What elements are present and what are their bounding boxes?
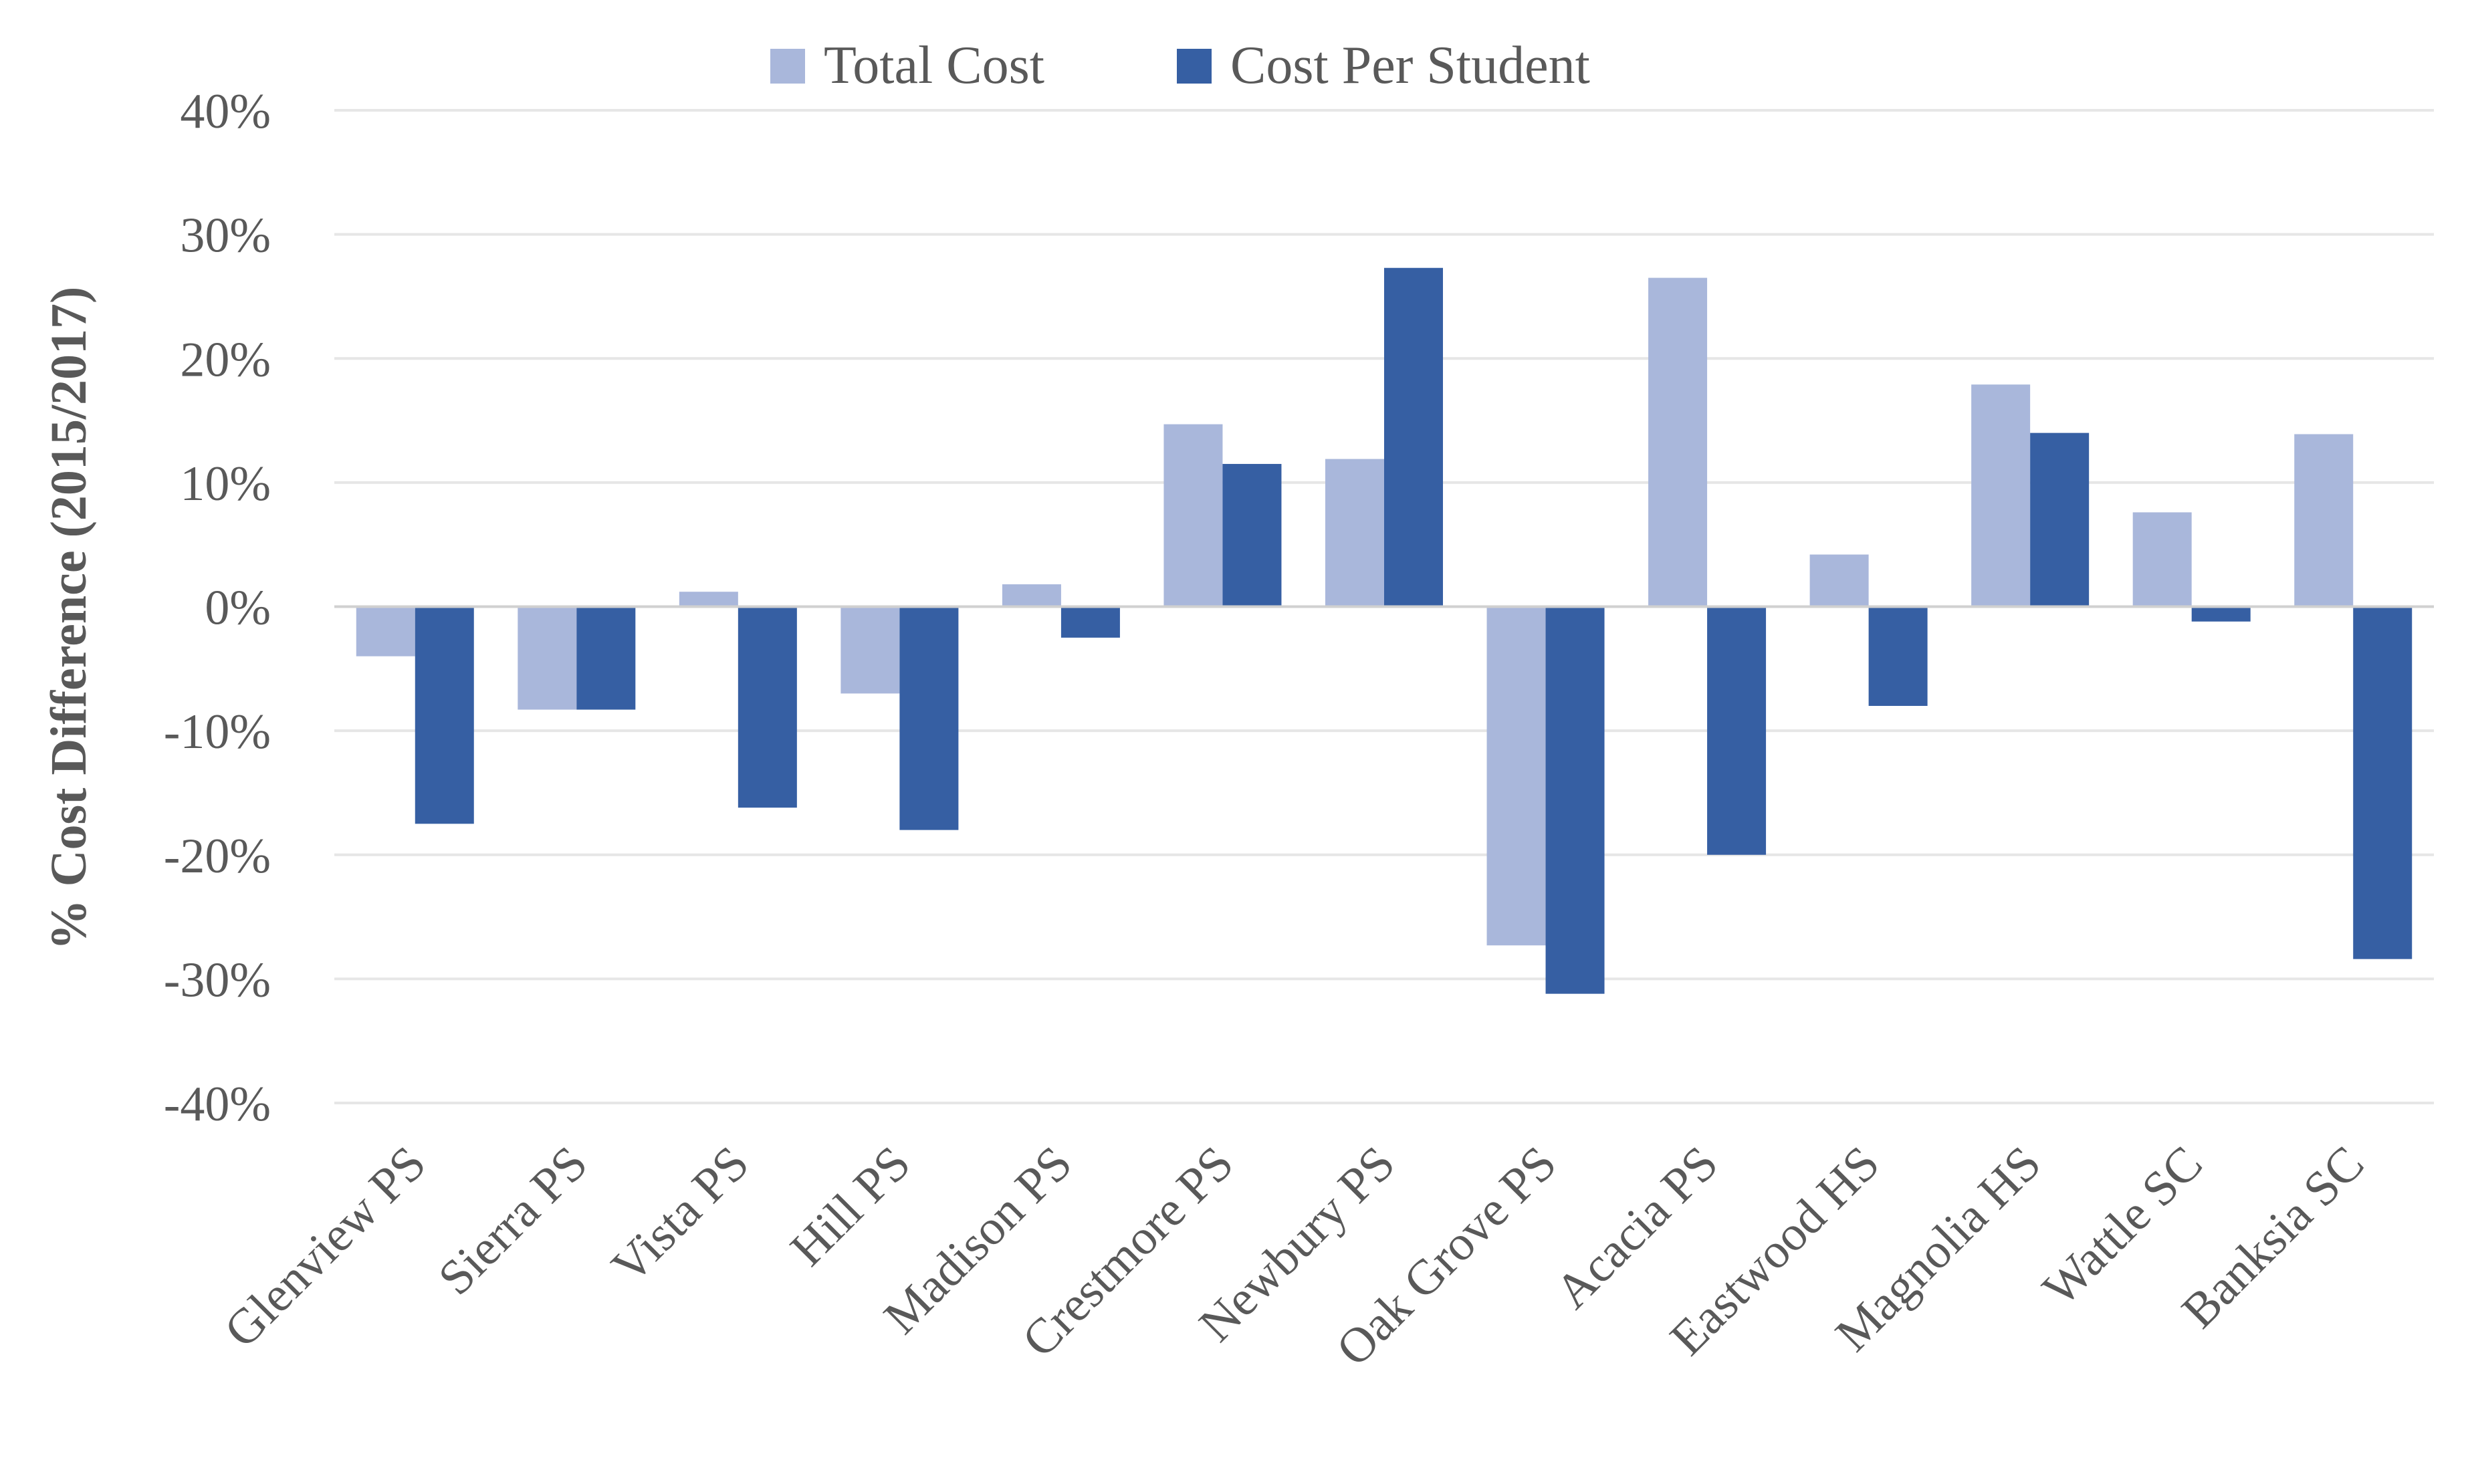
bar-total-cost xyxy=(356,606,415,656)
x-tick-label: Sierra PS xyxy=(428,1136,598,1306)
bar-total-cost xyxy=(1486,606,1546,946)
bar-cost-per-student xyxy=(1222,464,1282,607)
bar-cost-per-student xyxy=(1060,606,1120,638)
y-tick-label: -10% xyxy=(164,705,271,759)
bar-cost-per-student xyxy=(1384,267,1443,607)
legend-label: Cost Per Student xyxy=(1230,36,1590,95)
y-tick-label: -30% xyxy=(164,953,271,1007)
bar-total-cost xyxy=(2294,434,2354,607)
bar-cost-per-student xyxy=(2030,432,2090,607)
legend: Total Cost Cost Per Student xyxy=(770,36,1590,95)
y-axis-label: % Cost Difference (2015/2017) xyxy=(41,287,97,951)
bar-total-cost xyxy=(1325,459,1384,607)
legend-swatch xyxy=(770,49,805,84)
y-tick-label: 20% xyxy=(180,332,271,387)
legend-label: Total Cost xyxy=(824,36,1044,95)
bar-cost-per-student xyxy=(1707,606,1767,855)
bar-total-cost xyxy=(2132,512,2192,607)
bar-cost-per-student xyxy=(415,606,474,824)
bar-cost-per-student xyxy=(2191,606,2251,622)
x-tick-label: Hill PS xyxy=(780,1136,921,1277)
bar-cost-per-student xyxy=(899,606,959,830)
bar-cost-per-student xyxy=(1868,606,1928,706)
bar-cost-per-student xyxy=(2353,606,2413,959)
legend-swatch xyxy=(1177,49,1212,84)
bar-total-cost xyxy=(1809,554,1869,607)
bars xyxy=(356,267,2413,994)
y-tick-label: -40% xyxy=(164,1077,271,1132)
bar-cost-per-student xyxy=(576,606,636,710)
y-tick-label: 0% xyxy=(205,581,271,636)
bar-cost-per-student xyxy=(738,606,797,808)
bar-cost-per-student xyxy=(1545,606,1605,994)
x-tick-label: Glenview PS xyxy=(214,1136,437,1358)
y-tick-label: 30% xyxy=(180,209,271,263)
bar-total-cost xyxy=(1648,277,1708,607)
y-tick-label: 40% xyxy=(180,84,271,139)
bar-total-cost xyxy=(840,606,900,694)
y-tick-label: 10% xyxy=(180,457,271,511)
x-tick-label: Vista PS xyxy=(601,1136,760,1294)
bar-total-cost xyxy=(518,606,577,710)
bar-total-cost xyxy=(1971,384,2031,607)
bar-total-cost xyxy=(1002,584,1061,607)
y-tick-label: -20% xyxy=(164,829,271,884)
bar-total-cost xyxy=(679,592,738,607)
bar-total-cost xyxy=(1163,424,1223,607)
